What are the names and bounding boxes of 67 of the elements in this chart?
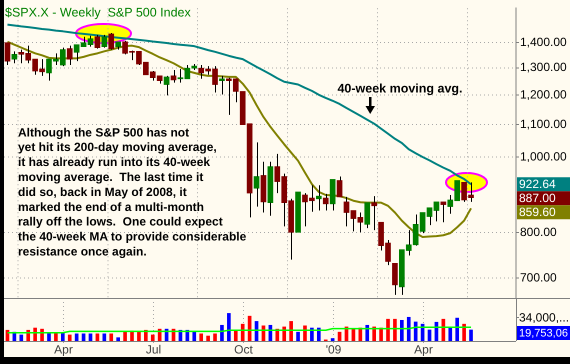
x-tick-label: Jul xyxy=(146,342,162,356)
bar xyxy=(82,334,86,341)
text: 19,753,06 xyxy=(519,328,568,340)
bar xyxy=(6,330,10,341)
x-tick-label: '09 xyxy=(326,342,342,356)
candlestick xyxy=(268,161,274,216)
x-tick-label: Oct xyxy=(234,342,254,356)
candlestick xyxy=(12,50,18,64)
candlestick xyxy=(322,193,329,212)
bar xyxy=(434,322,438,341)
x-tick-label: Apr xyxy=(414,342,433,356)
y-tick-label: 1,100.00 xyxy=(520,116,568,131)
text: Although the S&P 500 has not yet hit its 200-day moving average, it has already run into its 40-week moving average. The last time it did so, back in May of 2008, it marked the end of a multi-month rally off the lows. One could expect the 40-week MA to provide considerable resistance once again. xyxy=(18,125,246,259)
text: 887.00 xyxy=(519,191,556,206)
bar xyxy=(338,332,342,341)
text: 859.60 xyxy=(519,205,556,220)
bar xyxy=(469,330,473,341)
bar xyxy=(428,330,432,341)
bar xyxy=(88,334,92,341)
bar xyxy=(150,334,155,341)
candlestick xyxy=(260,161,266,214)
candlestick xyxy=(330,179,336,212)
bar xyxy=(137,332,141,341)
bar xyxy=(386,318,390,341)
bar xyxy=(330,338,334,341)
chart-title: $SPX.X - Weekly S&P 500 Index xyxy=(5,5,192,20)
candlestick xyxy=(164,75,170,96)
x-tick-label: Apr xyxy=(54,342,73,356)
candlestick xyxy=(440,202,446,223)
bar xyxy=(96,334,100,341)
bar xyxy=(74,334,78,341)
candlestick xyxy=(371,196,377,231)
candlestick xyxy=(254,142,260,208)
y-tick-label: 1,400.00 xyxy=(520,35,568,50)
bar xyxy=(303,326,307,341)
bar xyxy=(206,336,210,341)
y-tick-label: 1,200.00 xyxy=(520,87,568,102)
candlestick xyxy=(66,45,73,66)
bar xyxy=(102,334,106,341)
bar xyxy=(109,334,114,341)
candlestick xyxy=(4,42,10,66)
candlestick xyxy=(336,176,342,198)
text: 922.64 xyxy=(519,177,556,192)
bar xyxy=(352,328,356,341)
annotation: 40-week moving avg. xyxy=(337,81,463,96)
y-tick-label: 700.00 xyxy=(520,270,558,284)
bar xyxy=(19,334,24,341)
bar xyxy=(123,332,127,341)
bar xyxy=(254,321,258,341)
candlestick xyxy=(364,202,370,229)
y-tick-label: 800.00 xyxy=(520,225,558,240)
bar xyxy=(213,334,217,341)
bar xyxy=(68,334,72,341)
text: 34,000,... xyxy=(519,310,570,324)
candlestick xyxy=(108,32,114,50)
y-tick-label: 1,000.00 xyxy=(520,149,568,164)
candlestick xyxy=(170,70,176,84)
candlestick xyxy=(392,262,398,296)
bar xyxy=(296,332,300,341)
bar xyxy=(262,326,266,341)
y-tick-label: 1,300.00 xyxy=(520,60,568,74)
bar xyxy=(116,337,120,341)
bar xyxy=(199,334,204,341)
bar xyxy=(192,332,196,341)
candlestick xyxy=(115,41,121,50)
candlestick xyxy=(219,75,225,96)
bar xyxy=(227,313,231,341)
